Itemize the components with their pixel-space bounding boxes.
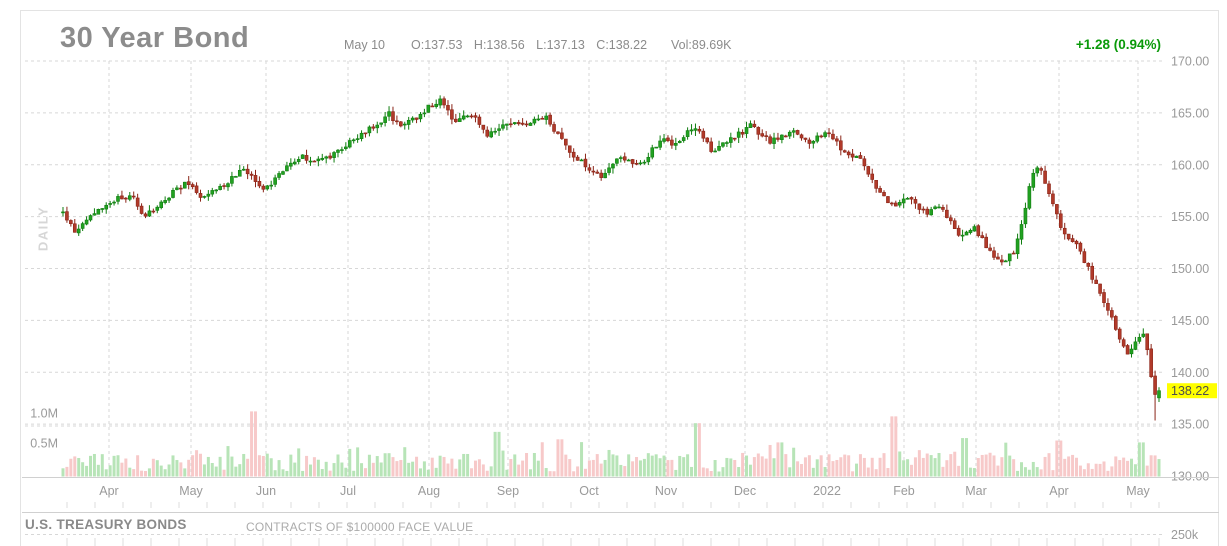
svg-text:Dec: Dec — [734, 484, 756, 498]
svg-text:May: May — [1126, 484, 1150, 498]
svg-text:250k: 250k — [1171, 528, 1199, 542]
svg-text:138.22: 138.22 — [1171, 384, 1209, 398]
chart-container: 170.00 165.00 160.00 155.00 150.00 145.00 140.… — [20, 10, 1219, 546]
candlestick-chart-canvas[interactable]: 170.00 165.00 160.00 155.00 150.00 145.00 140.… — [21, 11, 1220, 546]
svg-text:0.5M: 0.5M — [30, 437, 58, 451]
bar-date: May 10 — [344, 38, 385, 52]
high-value: H:138.56 — [473, 38, 525, 52]
svg-text:140.00: 140.00 — [1171, 366, 1209, 380]
svg-text:Apr: Apr — [99, 484, 118, 498]
svg-text:130.00: 130.00 — [1171, 470, 1209, 484]
svg-text:Aug: Aug — [418, 484, 440, 498]
svg-text:Jul: Jul — [340, 484, 356, 498]
volume-bars — [61, 411, 1161, 477]
svg-text:Sep: Sep — [497, 484, 519, 498]
svg-text:155.00: 155.00 — [1171, 210, 1209, 224]
svg-text:170.00: 170.00 — [1171, 55, 1209, 69]
axis-labels: 170.00 165.00 160.00 155.00 150.00 145.00 140.… — [30, 55, 1217, 542]
svg-text:2022: 2022 — [813, 484, 841, 498]
grid-lines — [25, 60, 1164, 477]
contract-description: CONTRACTS OF $100000 FACE VALUE — [246, 520, 474, 534]
candles — [61, 95, 1161, 421]
ohlc-info-row: May 10 O:137.53 H:138.56 L:137.13 C:138.… — [344, 38, 732, 52]
low-value: L:137.13 — [536, 38, 585, 52]
svg-text:1.0M: 1.0M — [30, 407, 58, 421]
price-change-badge: +1.28 (0.94%) — [1075, 37, 1161, 52]
svg-text:135.00: 135.00 — [1171, 418, 1209, 432]
svg-text:Jun: Jun — [256, 484, 276, 498]
symbol-title: 30 Year Bond — [60, 22, 250, 54]
svg-text:160.00: 160.00 — [1171, 158, 1209, 172]
open-value: O:137.53 — [411, 38, 463, 52]
volume-value: Vol:89.69K — [671, 38, 732, 52]
svg-text:145.00: 145.00 — [1171, 314, 1209, 328]
svg-text:May: May — [179, 484, 203, 498]
instrument-name: U.S. TREASURY BONDS — [25, 517, 187, 532]
svg-text:150.00: 150.00 — [1171, 262, 1209, 276]
svg-text:Mar: Mar — [965, 484, 987, 498]
close-value: C:138.22 — [596, 38, 648, 52]
svg-text:Apr: Apr — [1049, 484, 1068, 498]
svg-text:Feb: Feb — [893, 484, 915, 498]
svg-text:Nov: Nov — [655, 484, 678, 498]
ohlc-values: O:137.53 H:138.56 L:137.13 C:138.22 — [411, 38, 655, 52]
svg-text:Oct: Oct — [579, 484, 599, 498]
svg-text:165.00: 165.00 — [1171, 106, 1209, 120]
timeframe-watermark: DAILY — [35, 205, 51, 252]
